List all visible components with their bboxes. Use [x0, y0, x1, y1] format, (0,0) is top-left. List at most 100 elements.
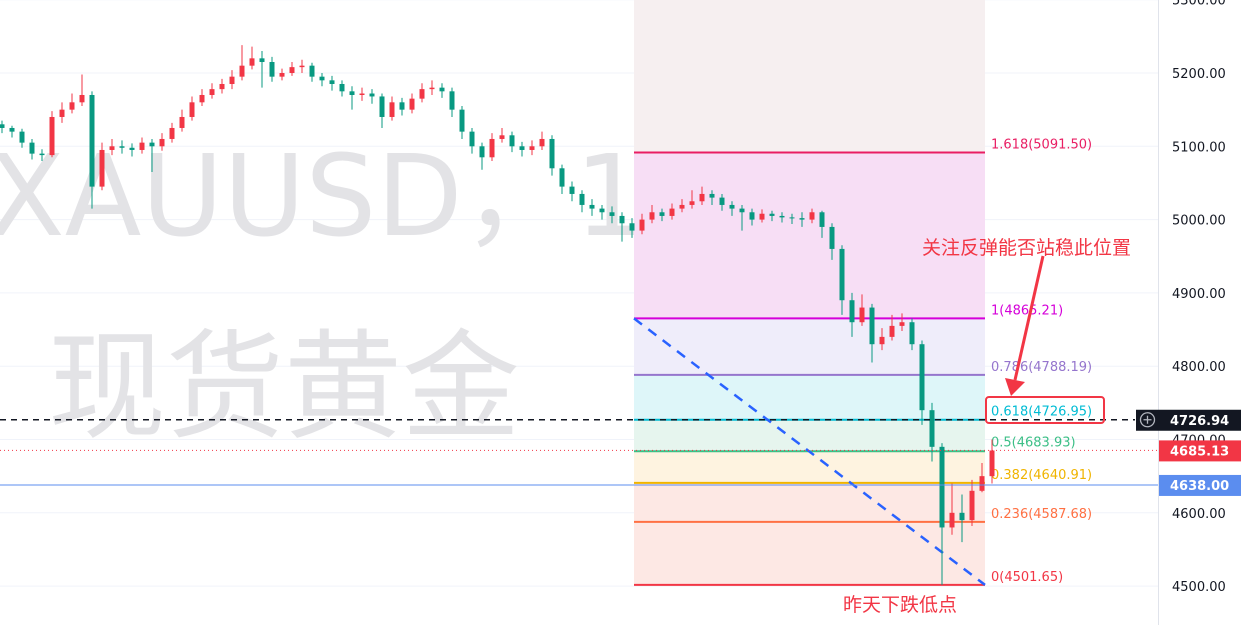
- fib-zone-top: [634, 0, 985, 153]
- candle-body: [759, 213, 765, 220]
- watermarks: XAUUSD，1时 现货黄金: [0, 132, 758, 456]
- candle-body: [979, 476, 985, 491]
- fib-zone: [634, 374, 985, 420]
- highlight-box[interactable]: [985, 396, 1105, 424]
- candle-body: [599, 208, 605, 213]
- candle-body: [329, 80, 335, 84]
- candle-body: [149, 142, 155, 147]
- candle-body: [729, 204, 735, 209]
- fib-trend-line[interactable]: [633, 317, 986, 586]
- candle-body: [559, 168, 565, 187]
- candle-body: [579, 193, 585, 205]
- candle-body: [889, 325, 895, 337]
- fib-level-label: 0.236(4587.68): [991, 507, 1092, 522]
- candle-body: [319, 76, 325, 81]
- candle-body: [429, 87, 435, 90]
- candle-body: [769, 213, 775, 216]
- last-price-tag: [1159, 440, 1241, 462]
- fib-zone: [634, 152, 985, 319]
- fib-zone: [634, 482, 985, 522]
- candle-body: [799, 218, 805, 220]
- fibonacci-retracement[interactable]: 1.618(5091.50) 1(4865.21) 0.786(4788.19) 0.…: [633, 0, 1092, 586]
- candle-body: [639, 219, 645, 231]
- candle-body: [59, 109, 65, 117]
- candle-body: [69, 102, 75, 110]
- fib-zone: [634, 419, 985, 452]
- candle-body: [49, 116, 55, 156]
- plus-circle-icon: [1139, 412, 1156, 428]
- plus-icon: [1143, 415, 1152, 424]
- candle-body: [689, 201, 695, 205]
- candle-body: [699, 193, 705, 202]
- arrow-line: [1013, 255, 1045, 381]
- candle-body: [659, 212, 665, 216]
- candle-body: [39, 153, 45, 156]
- candles: [0, 45, 995, 585]
- candle-body: [159, 138, 165, 147]
- fib-level-label: 0.786(4788.19): [991, 360, 1092, 375]
- candle-body: [459, 109, 465, 132]
- candle-body: [289, 67, 295, 73]
- candle-body: [839, 248, 845, 301]
- y-tick-label: 4900.00: [1172, 287, 1226, 302]
- fib-level-label: 0.5(4683.93): [991, 435, 1076, 450]
- candle-body: [539, 138, 545, 147]
- candle-body: [179, 116, 185, 128]
- candle-body: [229, 76, 235, 84]
- candle-body: [239, 65, 245, 77]
- candle-body: [189, 102, 195, 117]
- candle-body: [299, 65, 305, 68]
- y-tick-label: 4800.00: [1172, 360, 1226, 375]
- candle-body: [879, 336, 885, 345]
- candle-body: [949, 512, 955, 528]
- candle-body: [529, 146, 535, 150]
- y-tick-label: 5300.00: [1172, 0, 1226, 9]
- candle-body: [829, 226, 835, 249]
- candle-body: [549, 138, 555, 169]
- fib-zone: [634, 318, 985, 375]
- candle-body: [259, 58, 265, 63]
- candle-body: [499, 135, 505, 139]
- candle-body: [679, 204, 685, 209]
- horizontal-line-tag-label: 4638.00: [1170, 479, 1229, 494]
- focus-annotation[interactable]: 关注反弹能否站稳此位置: [922, 237, 1131, 259]
- low-annotation[interactable]: 昨天下跌低点: [843, 594, 957, 616]
- y-tick-label: 4500.00: [1172, 580, 1226, 595]
- candle-body: [79, 94, 85, 103]
- candle-body: [779, 215, 785, 218]
- candle-body: [19, 131, 25, 143]
- candle-body: [719, 197, 725, 205]
- candle-body: [439, 87, 445, 92]
- candle-body: [0, 124, 5, 128]
- candle-body: [119, 146, 125, 148]
- candle-body: [849, 300, 855, 323]
- candle-body: [869, 307, 875, 345]
- fib-level-label: 1(4865.21): [991, 303, 1063, 318]
- candle-body: [619, 215, 625, 224]
- candle-body: [959, 512, 965, 521]
- candle-body: [99, 149, 105, 187]
- candle-body: [209, 89, 215, 95]
- horizontal-line-tag: [1159, 474, 1241, 496]
- candle-body: [569, 186, 575, 194]
- price-tags: 4726.94 4685.13 4638.00: [1136, 409, 1241, 496]
- fib-level-label: 0(4501.65): [991, 570, 1063, 585]
- candle-body: [479, 146, 485, 158]
- candle-body: [919, 344, 925, 411]
- candle-body: [389, 102, 395, 117]
- annotations[interactable]: 关注反弹能否站稳此位置 昨天下跌低点: [843, 237, 1131, 616]
- price-lines: [0, 419, 1158, 486]
- candle-body: [449, 91, 455, 110]
- crosshair-tag-label: 4726.94: [1170, 414, 1229, 429]
- candle-body: [709, 193, 715, 198]
- candle-body: [9, 127, 15, 132]
- candle-body: [909, 322, 915, 345]
- candle-body: [409, 98, 415, 110]
- candle-body: [929, 410, 935, 447]
- fib-zone: [634, 451, 985, 483]
- candle-body: [369, 93, 375, 97]
- price-axis[interactable]: 5300.00 5200.00 5100.00 5000.00 4900.00 4800.…: [1158, 0, 1241, 625]
- candle-body: [309, 65, 315, 77]
- candle-body: [269, 62, 275, 77]
